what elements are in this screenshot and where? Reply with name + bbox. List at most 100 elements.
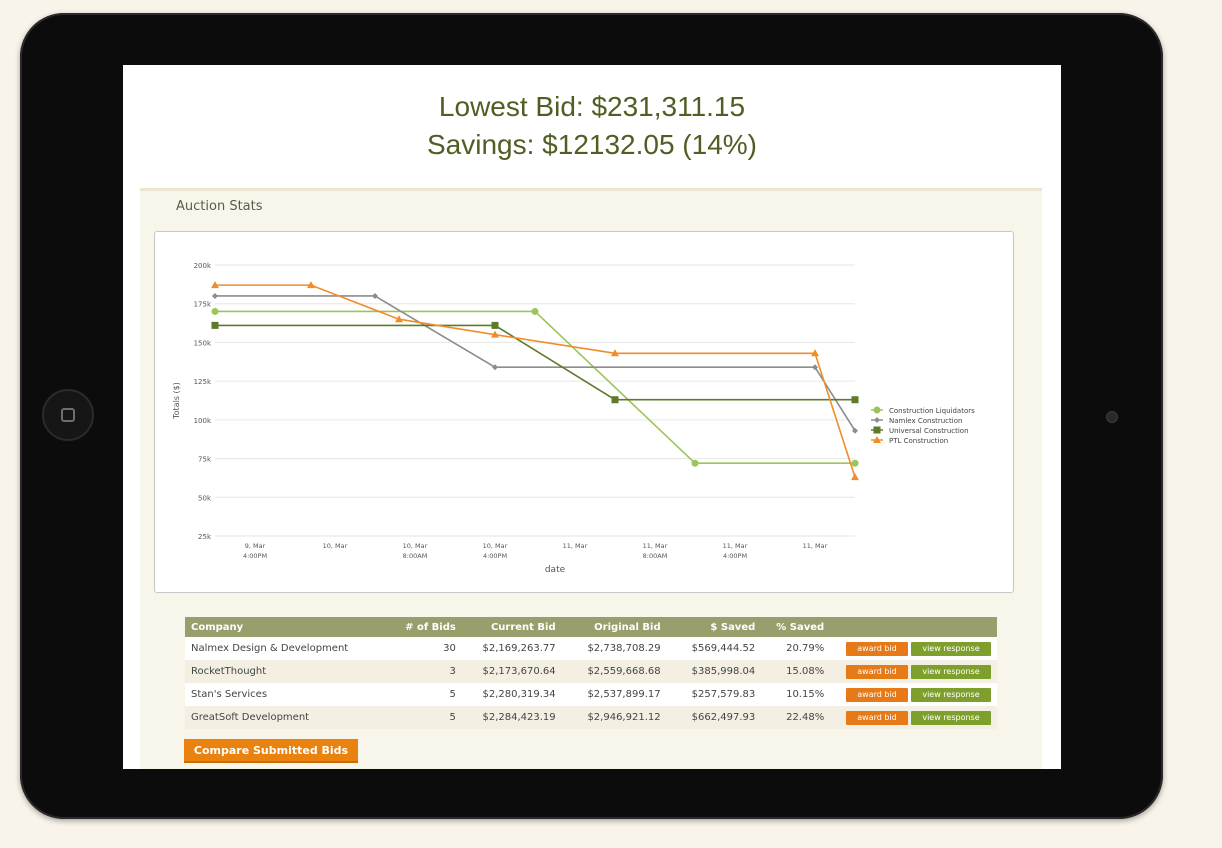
col-original-bid: Original Bid [561, 617, 667, 637]
cell-current-bid: $2,173,670.64 [461, 660, 562, 683]
x-tick-label-line: 10, Mar [323, 542, 348, 550]
col-current-bid: Current Bid [461, 617, 562, 637]
view-response-button[interactable]: view response [911, 641, 991, 656]
cell-saved: $569,444.52 [666, 637, 762, 660]
x-tick-label: 9, Mar 4:00PM [243, 542, 267, 560]
x-tick-label: 10, Mar 8:00AM [403, 542, 428, 560]
data-point [811, 349, 819, 357]
data-point [873, 406, 881, 414]
table-row: Stan's Services 5 $2,280,319.34 $2,537,8… [185, 683, 997, 706]
home-button[interactable] [42, 389, 94, 441]
award-bid-button[interactable]: award bid [846, 687, 908, 702]
cell-original-bid: $2,559,668.68 [561, 660, 667, 683]
col-pct-saved: % Saved [761, 617, 831, 637]
cell-saved: $257,579.83 [666, 683, 762, 706]
auction-stats-title: Auction Stats [176, 199, 263, 214]
x-tick-label-line: 9, Mar [245, 542, 266, 550]
camera-dot [1106, 411, 1118, 423]
cell-original-bid: $2,537,899.17 [561, 683, 667, 706]
table-row: Nalmex Design & Development 30 $2,169,26… [185, 637, 997, 660]
cell-company: Stan's Services [185, 683, 388, 706]
bids-table: Company # of Bids Current Bid Original B… [185, 617, 997, 729]
series-line [215, 324, 855, 401]
legend-label: Universal Construction [889, 427, 969, 435]
data-point [851, 459, 859, 467]
view-response-button[interactable]: view response [911, 687, 991, 702]
auction-stats-panel: Auction Stats 25k 50k 75k 100k 125k 150k 175k 2… [140, 188, 1042, 769]
table-row: RocketThought 3 $2,173,670.64 $2,559,668… [185, 660, 997, 683]
data-point [211, 321, 219, 329]
x-tick-label-line: 8:00AM [403, 552, 428, 560]
legend-label: Construction Liquidators [889, 407, 975, 415]
savings-heading: Savings: $12132.05 (14%) [427, 129, 757, 160]
x-tick-label-line: 4:00PM [243, 552, 267, 560]
cell-bids: 5 [387, 706, 462, 729]
cell-current-bid: $2,169,263.77 [461, 637, 562, 660]
x-tick-label-line: 4:00PM [483, 552, 507, 560]
col-company: Company [185, 617, 388, 637]
tablet-frame: Lowest Bid: $231,311.15 Savings: $12132.… [20, 13, 1163, 819]
cell-company: GreatSoft Development [185, 706, 388, 729]
lowest-bid-heading: Lowest Bid: $231,311.15 [438, 91, 746, 122]
data-point [395, 315, 403, 323]
y-tick-label: 150k [194, 339, 212, 347]
data-point [307, 281, 315, 289]
col-bids: # of Bids [387, 617, 462, 637]
table-row: GreatSoft Development 5 $2,284,423.19 $2… [185, 706, 997, 729]
y-tick-label: 25k [198, 533, 212, 541]
award-bid-button[interactable]: award bid [846, 641, 908, 656]
data-point [531, 307, 539, 315]
data-point [691, 459, 699, 467]
cell-actions: award bid view response [830, 660, 997, 683]
compare-submitted-bids-button[interactable]: Compare Submitted Bids [184, 739, 358, 763]
y-tick-label: 175k [194, 301, 212, 309]
cell-bids: 3 [387, 660, 462, 683]
cell-actions: award bid view response [830, 706, 997, 729]
legend-label: PTL Construction [889, 437, 948, 445]
data-point [611, 349, 619, 357]
award-bid-button[interactable]: award bid [846, 710, 908, 725]
y-axis-label: Totals ($) [172, 382, 181, 420]
x-tick-label: 10, Mar [323, 542, 348, 550]
cell-current-bid: $2,280,319.34 [461, 683, 562, 706]
cell-actions: award bid view response [830, 637, 997, 660]
cell-saved: $385,998.04 [666, 660, 762, 683]
cell-original-bid: $2,738,708.29 [561, 637, 667, 660]
cell-pct-saved: 20.79% [761, 637, 831, 660]
data-point [212, 292, 218, 299]
y-tick-label: 50k [198, 494, 212, 502]
data-point [372, 292, 378, 299]
cell-pct-saved: 10.15% [761, 683, 831, 706]
data-point [852, 427, 858, 434]
y-tick-label: 125k [194, 378, 212, 386]
x-tick-label: 11, Mar 4:00PM [723, 542, 748, 560]
data-point [492, 364, 498, 371]
cell-pct-saved: 15.08% [761, 660, 831, 683]
series-line [215, 310, 855, 465]
cell-current-bid: $2,284,423.19 [461, 706, 562, 729]
x-tick-label: 11, Mar [563, 542, 588, 550]
col-actions [830, 617, 997, 637]
view-response-button[interactable]: view response [911, 664, 991, 679]
cell-saved: $662,497.93 [666, 706, 762, 729]
y-tick-label: 200k [194, 262, 212, 270]
y-tick-label: 100k [194, 417, 212, 425]
data-point [851, 396, 859, 404]
data-point [491, 330, 499, 338]
x-tick-label: 11, Mar [803, 542, 828, 550]
cell-pct-saved: 22.48% [761, 706, 831, 729]
col-saved: $ Saved [666, 617, 762, 637]
data-point [491, 321, 499, 329]
x-axis-label: date [545, 565, 566, 575]
view-response-button[interactable]: view response [911, 710, 991, 725]
x-tick-label: 10, Mar 4:00PM [483, 542, 508, 560]
award-bid-button[interactable]: award bid [846, 664, 908, 679]
series-line [215, 295, 856, 432]
x-tick-label-line: 11, Mar [803, 542, 828, 550]
cell-original-bid: $2,946,921.12 [561, 706, 667, 729]
x-tick-label-line: 11, Mar [723, 542, 748, 550]
data-point [873, 426, 881, 434]
data-point [211, 307, 219, 315]
auction-chart: 25k 50k 75k 100k 125k 150k 175k 200k 9, Mar 4:00P… [154, 231, 1014, 593]
cell-actions: award bid view response [830, 683, 997, 706]
